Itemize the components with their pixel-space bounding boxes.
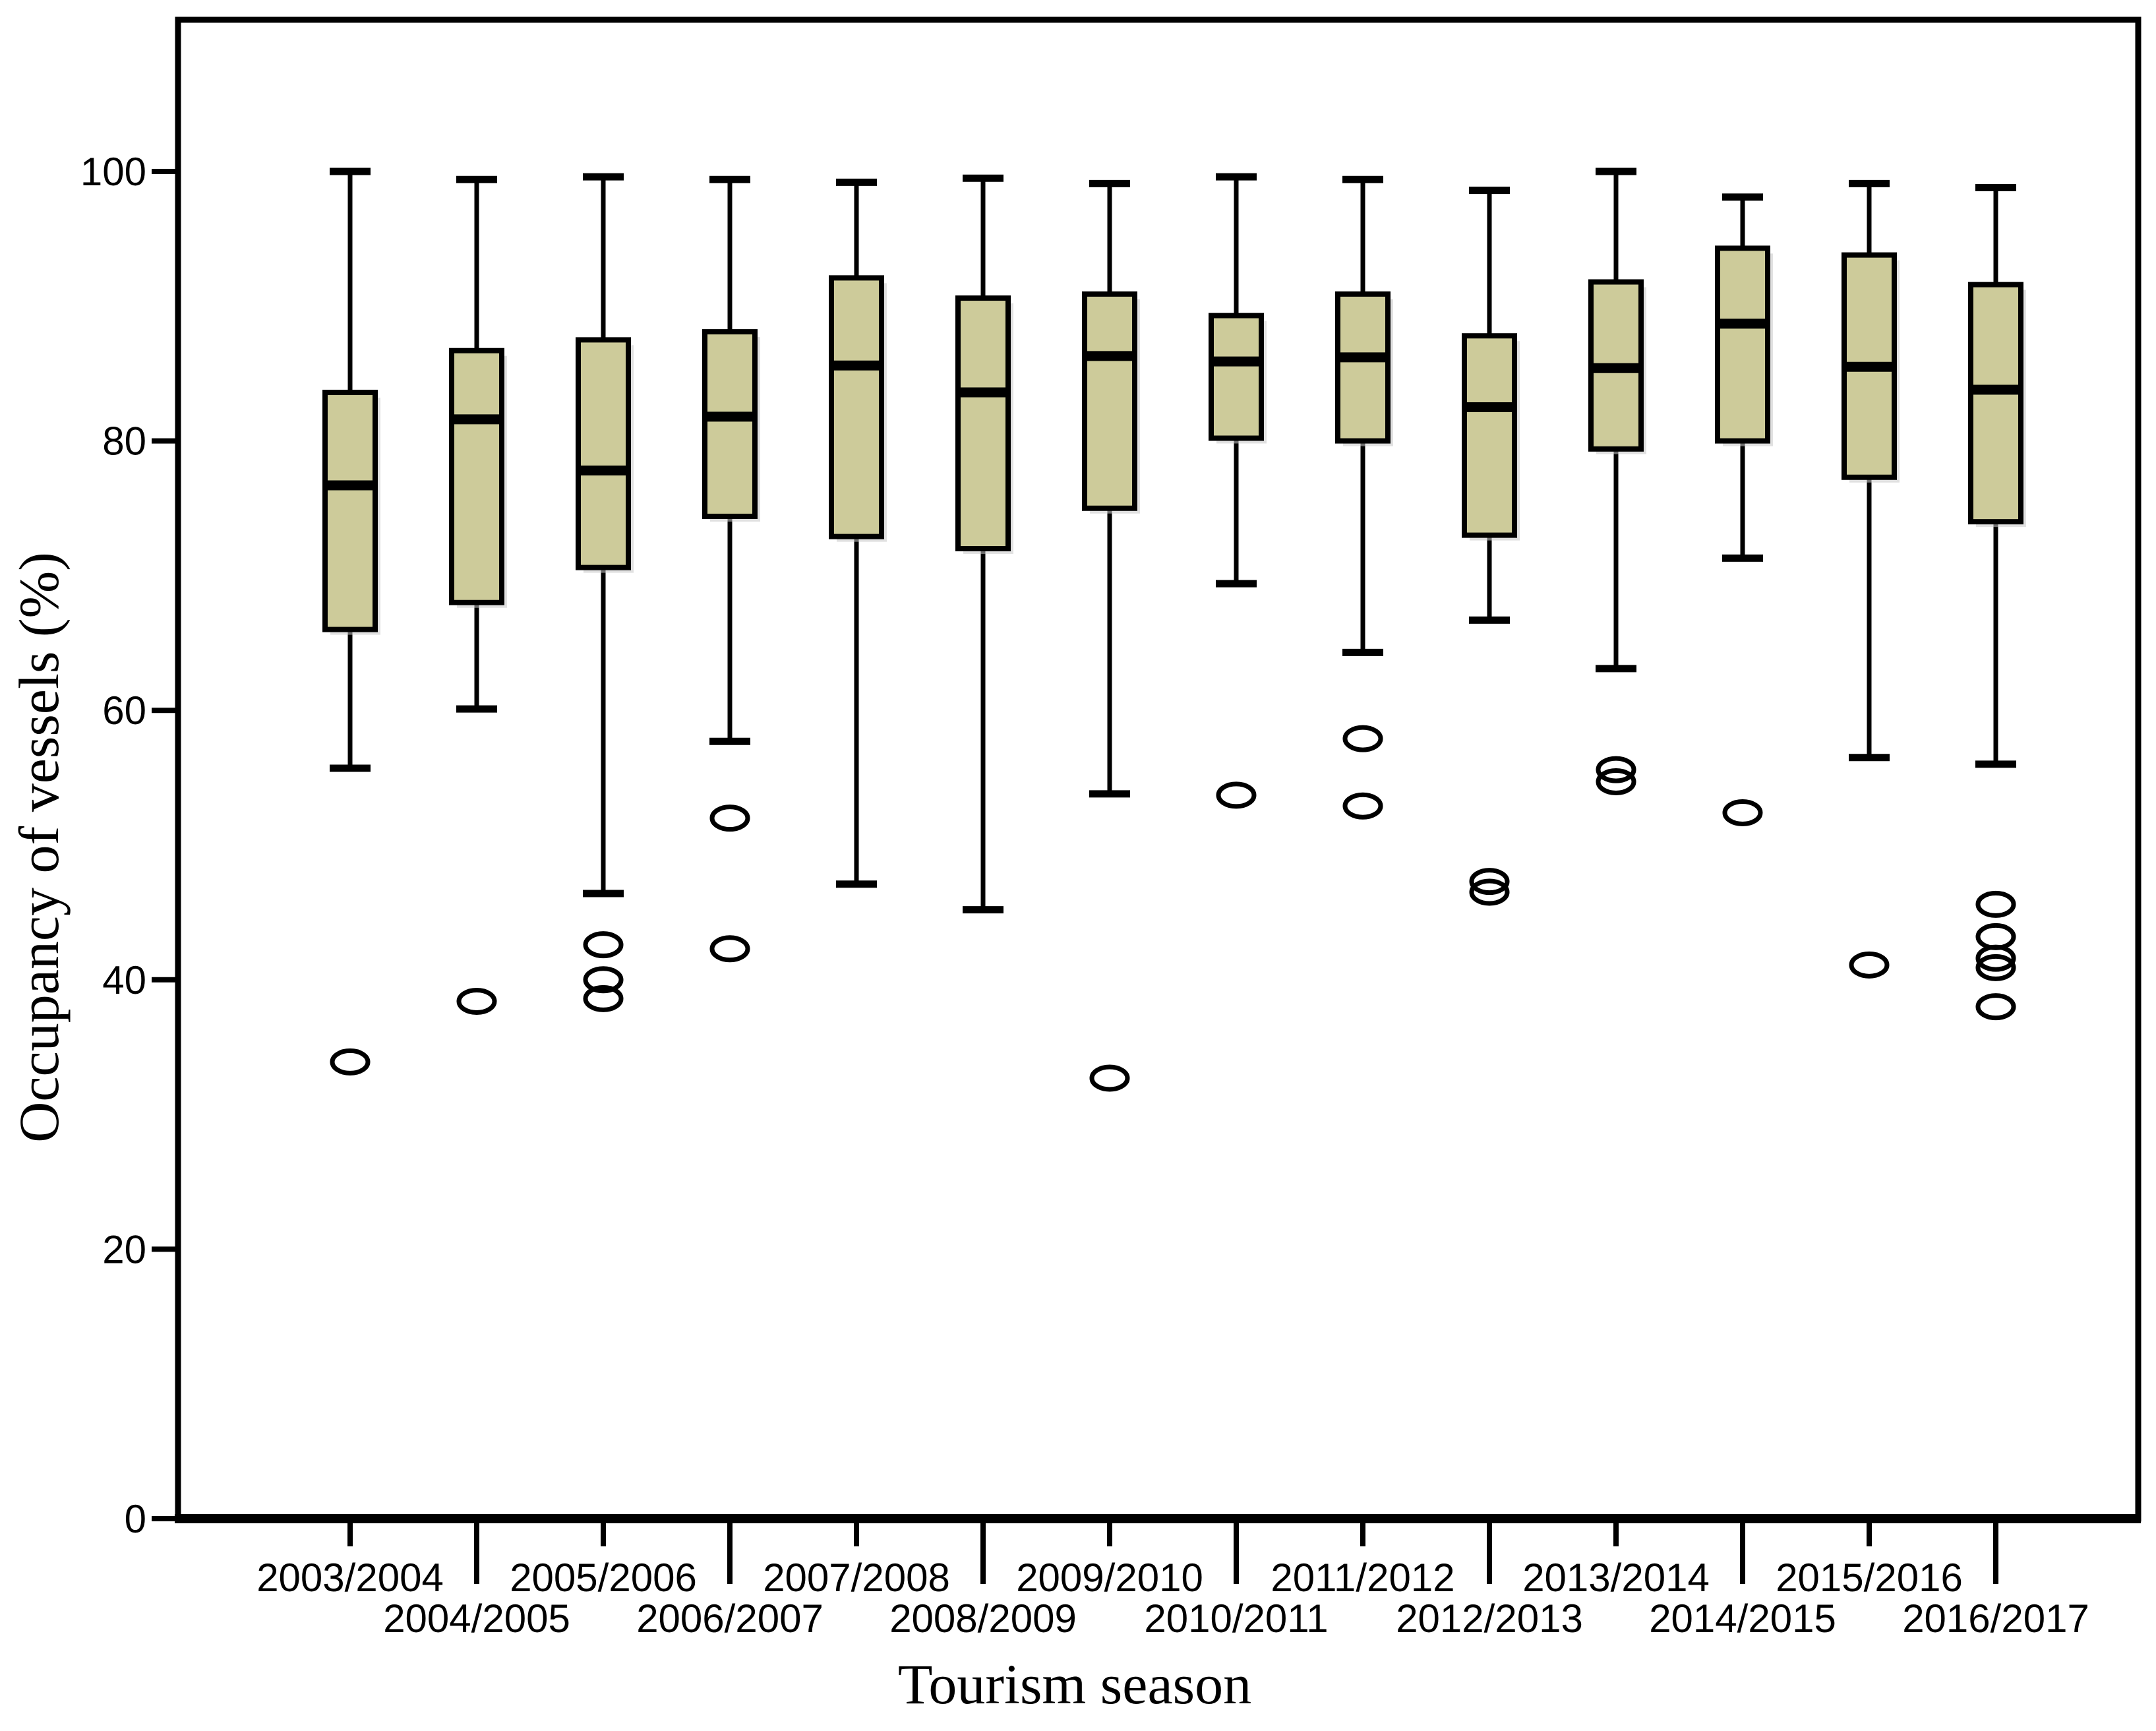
iqr-box [1462, 333, 1517, 538]
x-tick-label: 2006/2007 [636, 1596, 823, 1641]
outlier-point [1975, 993, 2016, 1021]
x-tick-label: 2012/2013 [1396, 1596, 1583, 1641]
outlier-point [1596, 768, 1636, 795]
outlier-point [456, 987, 497, 1015]
outlier-point [1216, 781, 1257, 809]
outlier-point [1342, 792, 1383, 820]
outlier-point [1596, 756, 1636, 783]
iqr-box [1209, 313, 1264, 441]
iqr-box [1715, 245, 1770, 444]
x-axis-title: Tourism season [898, 1653, 1251, 1716]
outlier-point [1089, 1064, 1130, 1092]
box-2014-2015 [1715, 193, 1773, 826]
plot-border [175, 16, 2141, 1522]
y-tick-label: 80 [102, 419, 146, 464]
outlier-point [330, 1048, 371, 1076]
iqr-box [955, 295, 1011, 552]
box-2006-2007 [702, 175, 760, 963]
box-2005-2006 [576, 173, 634, 1012]
x-tick-label: 2008/2009 [889, 1596, 1077, 1641]
outlier-point [583, 966, 624, 994]
outlier-point [1469, 868, 1510, 896]
outlier-point [583, 931, 624, 959]
box-2010-2011 [1209, 173, 1267, 809]
x-tick-label: 2014/2015 [1649, 1596, 1836, 1641]
y-tick-label: 100 [80, 150, 146, 194]
iqr-box [702, 329, 758, 520]
x-tick-label: 2010/2011 [1144, 1596, 1328, 1641]
box-2016-2017 [1968, 184, 2026, 1021]
iqr-box [322, 390, 378, 632]
x-tick-label: 2005/2006 [510, 1556, 697, 1600]
box-2004-2005 [449, 175, 507, 1015]
outlier-point [1469, 878, 1510, 906]
outlier-point [1975, 944, 2016, 972]
iqr-box [449, 348, 504, 605]
y-axis-title: Occupancy of vessels (%) [7, 552, 71, 1142]
iqr-box [1335, 291, 1391, 444]
iqr-box [576, 337, 631, 570]
box-2008-2009 [955, 174, 1013, 914]
box-2009-2010 [1082, 179, 1140, 1092]
outlier-point [1975, 954, 2016, 981]
outlier-point [583, 985, 624, 1012]
x-tick-label: 2004/2005 [383, 1596, 570, 1641]
x-tick-label: 2016/2017 [1902, 1596, 2089, 1641]
y-tick-label: 60 [102, 688, 146, 733]
outlier-point [1975, 890, 2016, 918]
x-tick-label: 2003/2004 [256, 1556, 444, 1600]
box-2012-2013 [1462, 187, 1520, 906]
x-tick-label: 2007/2008 [763, 1556, 950, 1600]
iqr-box [1082, 291, 1137, 511]
outlier-point [1722, 799, 1763, 826]
iqr-box [829, 275, 884, 539]
box-2007-2008 [829, 178, 887, 888]
y-tick-label: 20 [102, 1227, 146, 1271]
iqr-box [1968, 282, 2023, 525]
outlier-point [1975, 923, 2016, 950]
box-2013-2014 [1588, 167, 1646, 795]
box-2011-2012 [1335, 175, 1393, 820]
outlier-point [1849, 951, 1890, 979]
box-2003-2004 [322, 167, 380, 1076]
x-tick-label: 2015/2016 [1776, 1556, 1963, 1600]
y-tick-label: 40 [102, 958, 146, 1002]
outlier-point [709, 805, 750, 832]
outlier-point [1342, 725, 1383, 752]
x-tick-label: 2011/2012 [1271, 1556, 1454, 1600]
box-2015-2016 [1842, 179, 1900, 979]
outlier-point [709, 935, 750, 963]
x-tick-label: 2009/2010 [1016, 1556, 1203, 1600]
x-tick-label: 2013/2014 [1522, 1556, 1710, 1600]
plot-layer: 0204060801002003/20042004/20052005/20062… [80, 16, 2141, 1641]
y-tick-label: 0 [125, 1497, 146, 1541]
